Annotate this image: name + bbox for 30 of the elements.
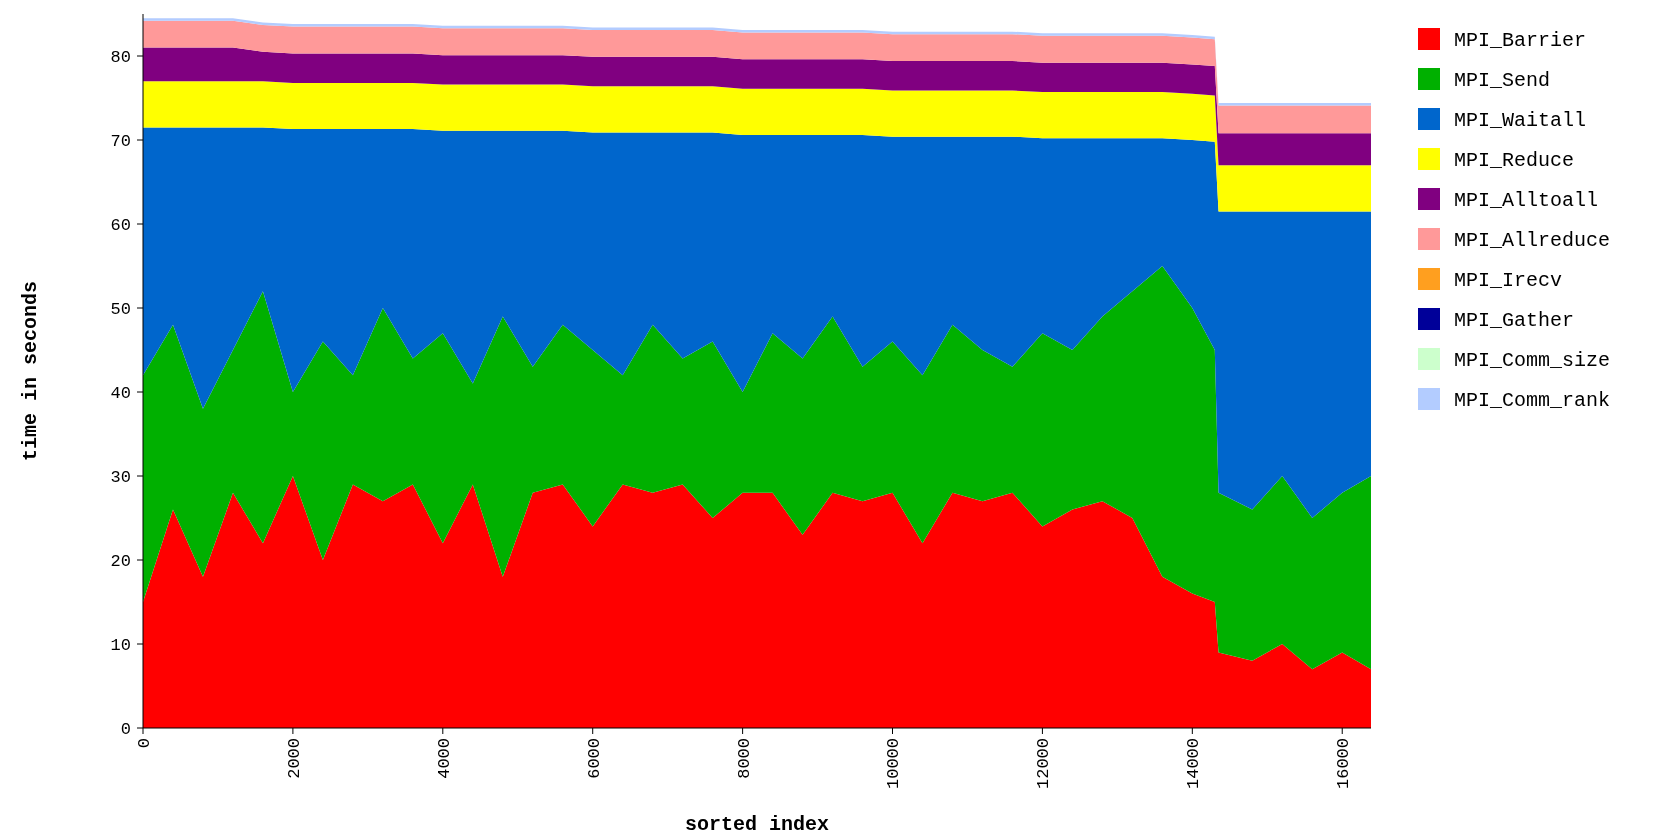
legend-label: MPI_Alltoall	[1454, 189, 1599, 212]
y-tick-label: 30	[110, 467, 131, 487]
legend-label: MPI_Allreduce	[1454, 229, 1611, 252]
y-axis-title: time in seconds	[19, 280, 42, 462]
y-tick-label: 20	[110, 551, 131, 571]
x-tick-label: 2000	[284, 738, 304, 779]
legend-label: MPI_Barrier	[1454, 29, 1587, 52]
y-tick-label: 50	[110, 299, 131, 319]
y-tick-label: 80	[110, 47, 131, 67]
x-tick-label: 8000	[734, 738, 754, 779]
y-tick-label: 70	[110, 131, 131, 151]
y-tick-label: 60	[110, 215, 131, 235]
legend-label: MPI_Reduce	[1454, 149, 1575, 172]
x-tick-label: 6000	[584, 738, 604, 779]
y-tick-label: 10	[110, 635, 131, 655]
y-tick-label: 40	[110, 383, 131, 403]
x-tick-label: 14000	[1184, 738, 1204, 790]
y-tick-label: 0	[120, 719, 131, 739]
x-tick-label: 0	[134, 738, 154, 749]
x-tick-label: 10000	[884, 738, 904, 790]
legend-label: MPI_Comm_size	[1454, 349, 1611, 372]
legend-label: MPI_Send	[1454, 69, 1551, 92]
x-tick-label: 4000	[434, 738, 454, 779]
legend-label: MPI_Irecv	[1454, 269, 1563, 292]
legend-label: MPI_Gather	[1454, 309, 1575, 332]
x-axis-title: sorted index	[684, 813, 830, 836]
legend-label: MPI_Comm_rank	[1454, 389, 1611, 412]
x-tick-label: 16000	[1334, 738, 1354, 790]
legend-label: MPI_Waitall	[1454, 109, 1587, 132]
x-tick-label: 12000	[1034, 738, 1054, 790]
